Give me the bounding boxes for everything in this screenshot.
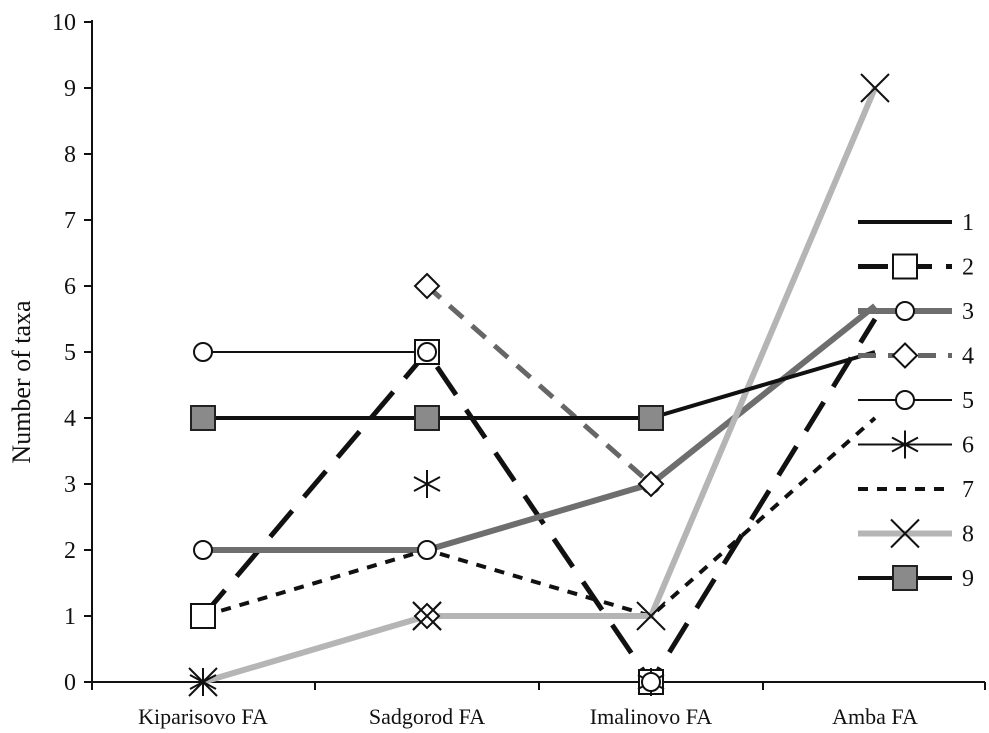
legend-item-2: 2 [858,253,974,281]
marker-series-2 [190,603,216,629]
marker-series-5 [193,342,213,362]
marker-series-6 [413,470,441,498]
series-markers [188,73,890,697]
legend-marker [891,342,919,369]
marker-series-9 [190,405,216,431]
legend-label: 6 [962,433,974,459]
marker-series-8 [412,601,442,631]
legend-item-6: 6 [858,430,974,459]
marker-series-6 [189,668,217,696]
legend-item-3: 3 [858,299,974,325]
legend-label: 3 [962,299,974,325]
x-tick-label: Amba FA [832,704,918,729]
marker-series-3 [193,540,213,560]
axes: 0 1 2 3 4 5 6 7 8 9 10 Kiparisovo FA Sadgorod FA Imal… [52,10,986,729]
y-tick-label: 4 [64,406,76,432]
legend-marker [890,518,920,549]
legend-label: 4 [962,344,974,370]
marker-series-8 [860,73,890,103]
y-tick-label: 3 [64,472,76,498]
y-tick-label: 9 [64,76,76,102]
series-line-8 [202,86,878,685]
marker-series-4 [637,470,665,498]
series-line-3 [203,303,877,553]
legend-label: 8 [962,522,974,548]
legend-item-7: 7 [858,477,974,503]
marker-series-8 [636,601,666,631]
series-line-2 [201,317,878,687]
y-tick-label: 7 [64,208,76,234]
y-tick-label: 5 [64,340,76,366]
legend: 1 2 3 4 5 6 7 8 9 [858,210,974,592]
x-tick-label: Imalinovo FA [590,704,713,729]
legend-label: 2 [962,255,974,281]
legend-marker [892,253,918,280]
marker-series-5 [417,342,437,362]
legend-marker [895,390,915,410]
legend-marker [895,301,915,321]
marker-series-3 [641,672,661,692]
series-line-4 [425,284,653,486]
legend-item-5: 5 [858,388,974,414]
series-line-7 [202,416,877,619]
legend-label: 5 [962,388,974,414]
legend-label: 1 [962,210,974,236]
y-tick-label: 1 [64,604,76,630]
marker-series-9 [638,405,664,431]
x-tick-label: Sadgorod FA [369,704,485,729]
x-tick-label: Kiparisovo FA [138,704,268,729]
legend-item-4: 4 [858,342,974,370]
legend-item-8: 8 [858,518,974,549]
y-tick-label: 8 [64,142,76,168]
legend-item-9: 9 [858,565,974,592]
y-tick-label: 10 [52,10,76,36]
legend-label: 9 [962,566,974,592]
marker-series-3 [417,540,437,560]
y-tick-label: 0 [64,670,76,696]
y-tick-label: 2 [64,538,76,564]
marker-series-4 [413,272,441,300]
legend-marker [891,430,919,459]
legend-marker [892,565,918,591]
y-tick-label: 6 [64,274,76,300]
y-axis-title: Number of taxa [7,300,36,464]
series-line-9 [203,350,876,420]
legend-item-1: 1 [858,210,974,236]
marker-series-9 [414,405,440,431]
series-lines [201,86,878,687]
legend-label: 7 [962,477,974,503]
